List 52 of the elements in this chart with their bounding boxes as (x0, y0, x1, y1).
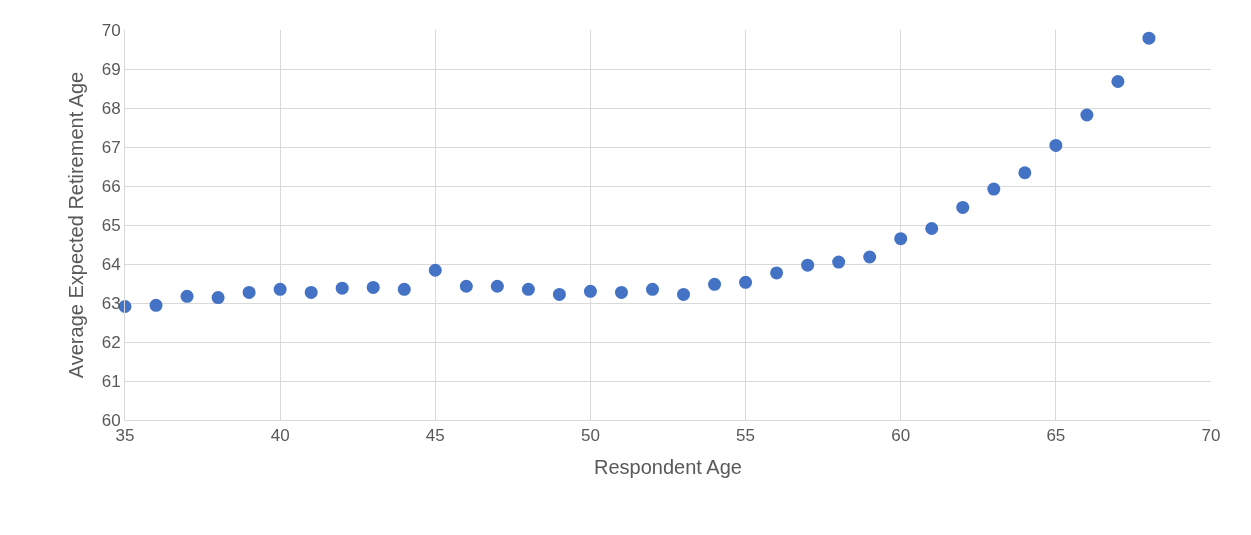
point (521, 282, 535, 296)
point (677, 287, 691, 301)
point (708, 277, 722, 291)
y-tick-label: 63 (101, 293, 121, 313)
point (1080, 108, 1094, 122)
point (646, 282, 659, 296)
point (863, 250, 877, 264)
point (1142, 31, 1156, 45)
point (149, 298, 163, 312)
point (397, 282, 411, 296)
y-tick-label: 70 (101, 20, 121, 40)
x-tick-label: 50 (580, 426, 600, 446)
point (1049, 138, 1063, 152)
point (1018, 166, 1032, 180)
point (739, 275, 753, 289)
y-tick-label: 66 (101, 176, 121, 196)
point (490, 279, 504, 293)
x-tick-label: 65 (1046, 426, 1066, 446)
y-tick-label: 68 (101, 98, 121, 118)
point (583, 284, 597, 298)
point (211, 291, 225, 305)
y-tick-label: 64 (101, 254, 121, 274)
point (335, 281, 349, 295)
point (894, 232, 908, 246)
point (1111, 74, 1125, 88)
y-tick-label: 69 (101, 59, 121, 79)
point (614, 285, 628, 299)
point (304, 285, 318, 299)
point (770, 266, 784, 280)
x-tick-label: 55 (736, 426, 756, 446)
point (987, 182, 1001, 196)
y-axis-title: Average Expected Retirement Age (65, 71, 88, 379)
x-tick-label: 45 (425, 426, 445, 446)
y-tick-label: 65 (101, 215, 121, 235)
x-axis-title: Respondent Age (594, 455, 742, 478)
point (832, 255, 846, 269)
point (459, 279, 473, 293)
y-tick-label: 67 (101, 137, 121, 157)
x-tick-label: 70 (1201, 426, 1221, 446)
y-tick-label: 61 (101, 371, 121, 391)
point (801, 258, 815, 272)
point (956, 200, 970, 214)
point (366, 280, 380, 294)
point (925, 222, 939, 235)
point (242, 285, 256, 299)
point (428, 263, 442, 277)
point (552, 287, 566, 301)
y-tick-label: 62 (101, 332, 121, 352)
x-tick-label: 40 (270, 426, 290, 446)
x-tick-label: 60 (891, 426, 911, 446)
point (180, 289, 194, 303)
point (273, 282, 287, 296)
